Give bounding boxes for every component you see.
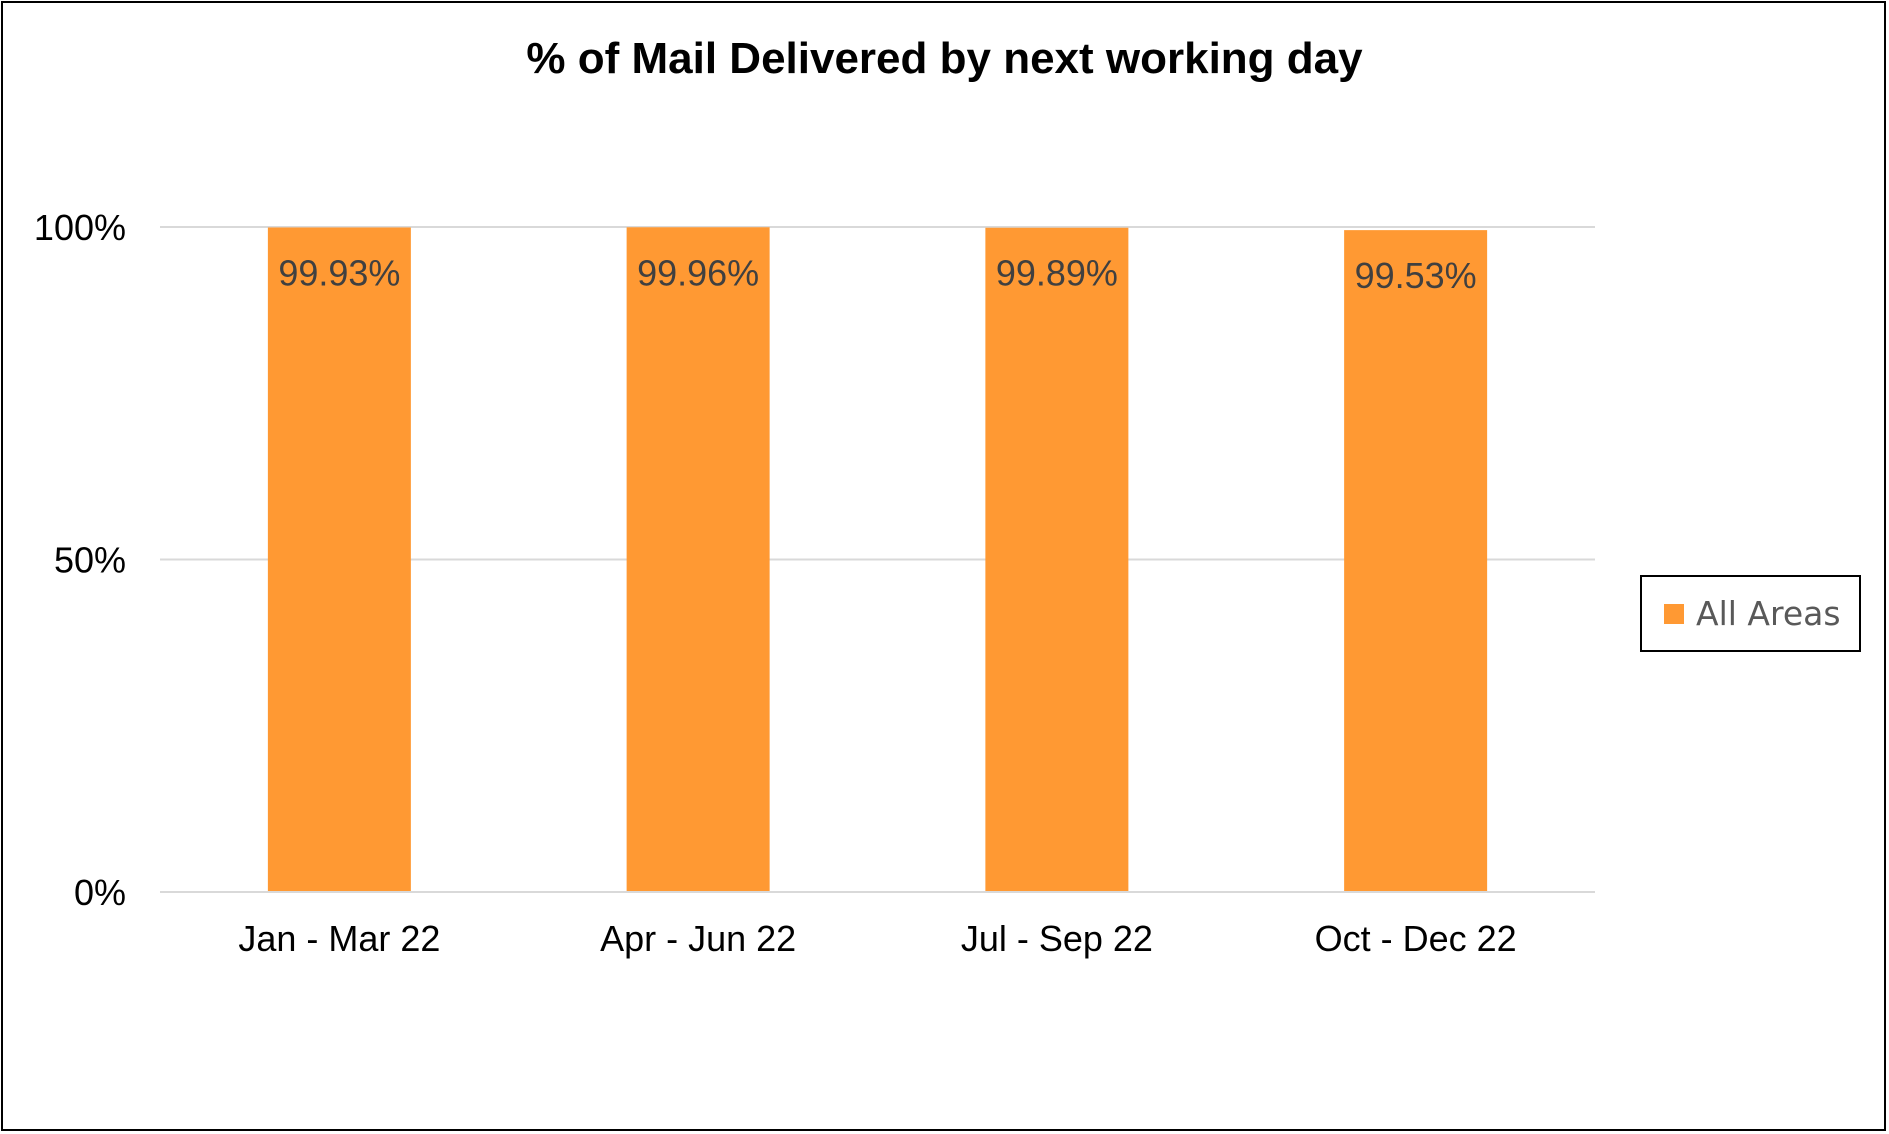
bar-2 (626, 227, 770, 893)
bar-4 (1344, 230, 1488, 893)
y-tick-label: 100% (34, 207, 126, 248)
y-tick-label: 0% (74, 872, 126, 913)
legend-label-all-areas: All Areas (1696, 594, 1841, 633)
bar-3 (985, 227, 1129, 892)
y-tick-label: 50% (54, 540, 126, 581)
data-label: 99.53% (1355, 255, 1477, 296)
x-tick-label: Jul - Sep 22 (961, 918, 1153, 959)
chart-title: % of Mail Delivered by next working day (526, 34, 1363, 83)
data-label: 99.93% (278, 252, 400, 293)
legend-swatch-all-areas (1664, 603, 1684, 624)
x-tick-label: Jan - Mar 22 (238, 918, 440, 959)
x-tick-label: Oct - Dec 22 (1315, 918, 1517, 959)
data-label: 99.96% (637, 252, 759, 293)
x-tick-label: Apr - Jun 22 (600, 918, 796, 959)
data-label: 99.89% (996, 253, 1118, 294)
bar-1 (267, 227, 411, 892)
legend: All Areas (1640, 575, 1861, 652)
